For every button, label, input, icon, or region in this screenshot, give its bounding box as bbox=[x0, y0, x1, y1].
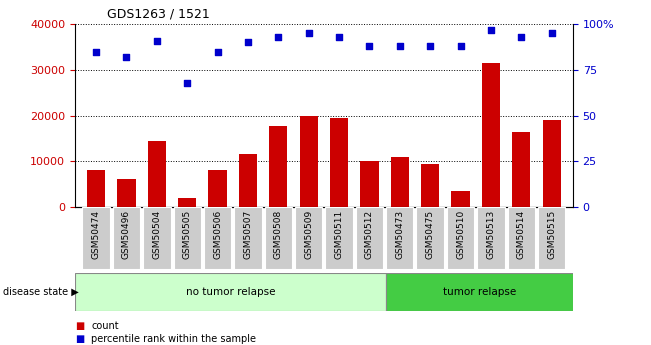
Bar bbox=[330, 118, 348, 207]
Text: GSM50505: GSM50505 bbox=[183, 210, 192, 259]
Point bbox=[395, 43, 405, 49]
Point bbox=[334, 34, 344, 40]
Text: GSM50511: GSM50511 bbox=[335, 210, 344, 259]
Bar bbox=[447, 207, 474, 269]
Text: GSM50513: GSM50513 bbox=[486, 210, 495, 259]
Bar bbox=[417, 207, 444, 269]
Point bbox=[152, 38, 162, 43]
Bar bbox=[391, 157, 409, 207]
Bar bbox=[512, 131, 531, 207]
Bar bbox=[295, 207, 322, 269]
Point bbox=[243, 40, 253, 45]
Point bbox=[212, 49, 223, 54]
Bar bbox=[239, 155, 257, 207]
Point bbox=[303, 30, 314, 36]
Point bbox=[273, 34, 284, 40]
Bar bbox=[113, 207, 140, 269]
Point bbox=[121, 54, 132, 60]
Text: GSM50508: GSM50508 bbox=[274, 210, 283, 259]
Text: GSM50509: GSM50509 bbox=[304, 210, 313, 259]
Text: ■: ■ bbox=[75, 321, 84, 331]
Point bbox=[425, 43, 436, 49]
Bar bbox=[87, 170, 105, 207]
Bar bbox=[538, 207, 565, 269]
Point bbox=[486, 27, 496, 32]
Point bbox=[91, 49, 102, 54]
Point bbox=[182, 80, 193, 86]
Bar bbox=[482, 63, 500, 207]
Bar bbox=[234, 207, 262, 269]
Bar bbox=[451, 191, 469, 207]
Bar bbox=[204, 207, 231, 269]
Text: tumor relapse: tumor relapse bbox=[443, 287, 516, 296]
Text: GSM50510: GSM50510 bbox=[456, 210, 465, 259]
Text: ■: ■ bbox=[75, 334, 84, 344]
Bar bbox=[143, 207, 171, 269]
Bar bbox=[148, 141, 166, 207]
Point bbox=[364, 43, 374, 49]
Bar bbox=[83, 207, 110, 269]
Bar bbox=[355, 207, 383, 269]
Text: GSM50474: GSM50474 bbox=[92, 210, 101, 259]
Bar bbox=[421, 164, 439, 207]
Bar bbox=[270, 126, 288, 207]
Text: percentile rank within the sample: percentile rank within the sample bbox=[91, 334, 256, 344]
Bar bbox=[386, 207, 413, 269]
Text: GSM50473: GSM50473 bbox=[395, 210, 404, 259]
Bar bbox=[477, 207, 505, 269]
Bar bbox=[75, 273, 386, 310]
Bar bbox=[178, 198, 197, 207]
Text: GSM50514: GSM50514 bbox=[517, 210, 526, 259]
Point bbox=[516, 34, 527, 40]
Point bbox=[455, 43, 465, 49]
Bar bbox=[265, 207, 292, 269]
Text: GSM50515: GSM50515 bbox=[547, 210, 556, 259]
Bar bbox=[386, 273, 573, 310]
Text: no tumor relapse: no tumor relapse bbox=[186, 287, 275, 296]
Text: GSM50504: GSM50504 bbox=[152, 210, 161, 259]
Bar bbox=[542, 120, 561, 207]
Bar bbox=[174, 207, 201, 269]
Bar bbox=[508, 207, 535, 269]
Text: GSM50496: GSM50496 bbox=[122, 210, 131, 259]
Bar bbox=[360, 161, 378, 207]
Text: GSM50507: GSM50507 bbox=[243, 210, 253, 259]
Text: count: count bbox=[91, 321, 118, 331]
Text: GSM50512: GSM50512 bbox=[365, 210, 374, 259]
Point bbox=[546, 30, 557, 36]
Text: disease state ▶: disease state ▶ bbox=[3, 287, 79, 296]
Text: GSM50506: GSM50506 bbox=[213, 210, 222, 259]
Bar bbox=[326, 207, 353, 269]
Text: GSM50475: GSM50475 bbox=[426, 210, 435, 259]
Bar bbox=[117, 179, 135, 207]
Text: GDS1263 / 1521: GDS1263 / 1521 bbox=[107, 8, 210, 21]
Bar bbox=[208, 170, 227, 207]
Bar bbox=[299, 116, 318, 207]
